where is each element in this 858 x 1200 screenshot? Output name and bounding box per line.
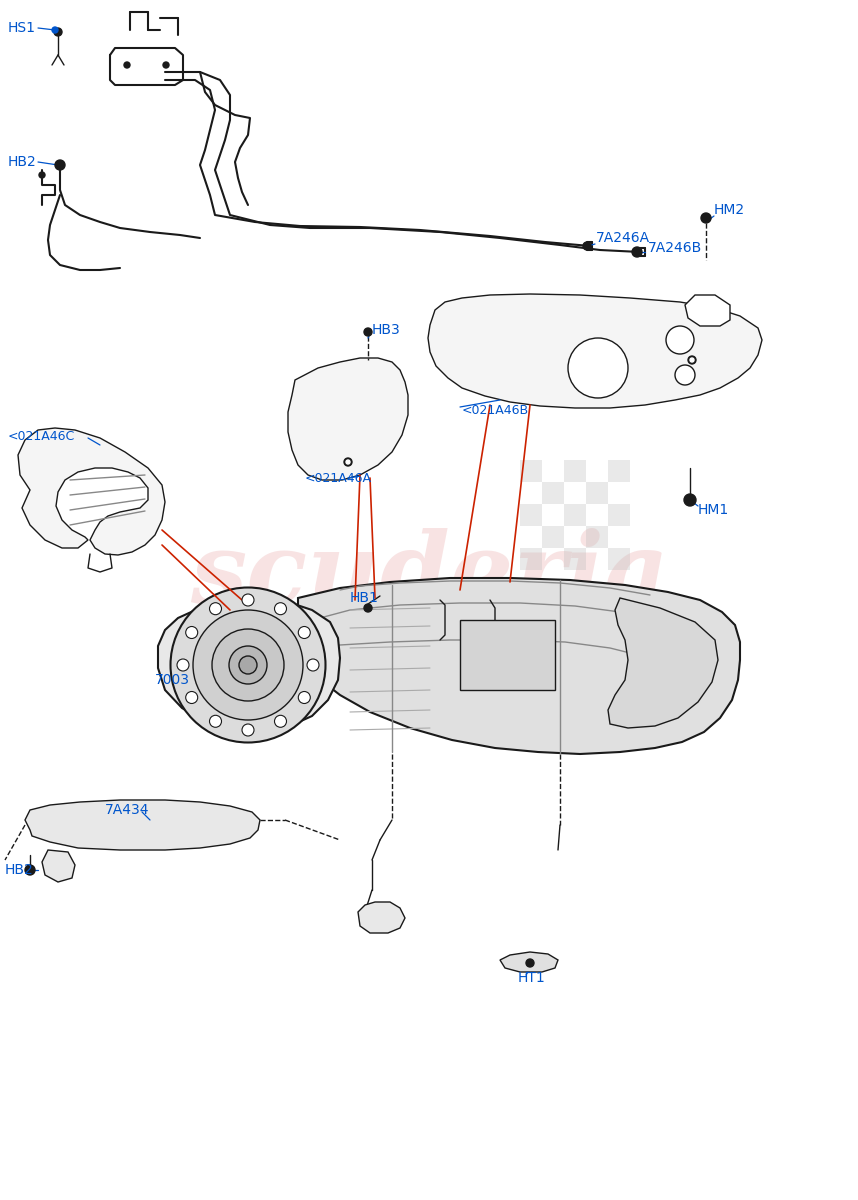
Bar (564, 548, 586, 570)
Text: HM2: HM2 (714, 203, 745, 217)
Circle shape (307, 659, 319, 671)
Polygon shape (428, 294, 762, 408)
Bar (586, 482, 608, 504)
Circle shape (163, 62, 169, 68)
Polygon shape (500, 952, 558, 972)
Circle shape (684, 494, 696, 506)
Circle shape (177, 659, 189, 671)
Circle shape (666, 326, 694, 354)
Bar (608, 504, 630, 526)
Text: c a r  p a r t s: c a r p a r t s (306, 637, 552, 671)
Circle shape (39, 172, 45, 178)
Circle shape (55, 160, 65, 170)
Polygon shape (25, 800, 260, 850)
Circle shape (690, 358, 694, 362)
Circle shape (364, 604, 372, 612)
Circle shape (688, 356, 696, 364)
Circle shape (275, 715, 287, 727)
Circle shape (701, 214, 711, 223)
Circle shape (299, 626, 311, 638)
Circle shape (688, 356, 696, 364)
Bar (586, 526, 608, 548)
Ellipse shape (239, 656, 257, 674)
Bar (542, 526, 564, 548)
Circle shape (185, 626, 197, 638)
Circle shape (209, 715, 221, 727)
Text: 7003: 7003 (155, 673, 190, 686)
Ellipse shape (212, 629, 284, 701)
Circle shape (364, 328, 372, 336)
Circle shape (124, 62, 130, 68)
Circle shape (632, 247, 642, 257)
Circle shape (242, 594, 254, 606)
Circle shape (242, 724, 254, 736)
Bar (564, 504, 586, 526)
Circle shape (526, 959, 534, 967)
Ellipse shape (193, 610, 303, 720)
Text: HS1: HS1 (8, 20, 36, 35)
Circle shape (344, 458, 352, 466)
Circle shape (675, 365, 695, 385)
Text: HB2: HB2 (8, 155, 37, 169)
Bar (460, 620, 555, 690)
Circle shape (346, 460, 350, 464)
Polygon shape (18, 428, 165, 554)
Bar (608, 460, 630, 482)
Text: HB3: HB3 (372, 323, 401, 337)
Circle shape (25, 865, 35, 875)
Polygon shape (42, 850, 75, 882)
Polygon shape (685, 295, 730, 326)
Text: 7A434: 7A434 (105, 803, 149, 817)
Circle shape (54, 28, 62, 36)
Circle shape (344, 458, 352, 466)
Bar (520, 504, 542, 526)
Bar (520, 460, 542, 482)
Circle shape (583, 242, 591, 250)
Circle shape (52, 26, 58, 32)
Text: HB1: HB1 (350, 590, 379, 605)
Text: 7A246A: 7A246A (596, 230, 650, 245)
Polygon shape (608, 598, 718, 728)
Text: HT1: HT1 (518, 971, 546, 985)
Text: <021A46B: <021A46B (462, 403, 529, 416)
Text: HM1: HM1 (698, 503, 729, 517)
Text: 7A246B: 7A246B (648, 241, 702, 254)
Bar (542, 482, 564, 504)
Text: <021A46C: <021A46C (8, 430, 76, 443)
Text: <021A46A: <021A46A (305, 472, 372, 485)
Circle shape (568, 338, 628, 398)
Polygon shape (298, 578, 740, 754)
Text: HB2: HB2 (5, 863, 33, 877)
Ellipse shape (171, 588, 325, 743)
Polygon shape (158, 600, 340, 730)
Circle shape (299, 691, 311, 703)
Bar (608, 548, 630, 570)
Circle shape (209, 602, 221, 614)
Text: scuderia: scuderia (190, 528, 668, 624)
Circle shape (275, 602, 287, 614)
Polygon shape (288, 358, 408, 480)
Circle shape (185, 691, 197, 703)
Ellipse shape (229, 646, 267, 684)
Bar (564, 460, 586, 482)
Polygon shape (358, 902, 405, 934)
Bar (520, 548, 542, 570)
